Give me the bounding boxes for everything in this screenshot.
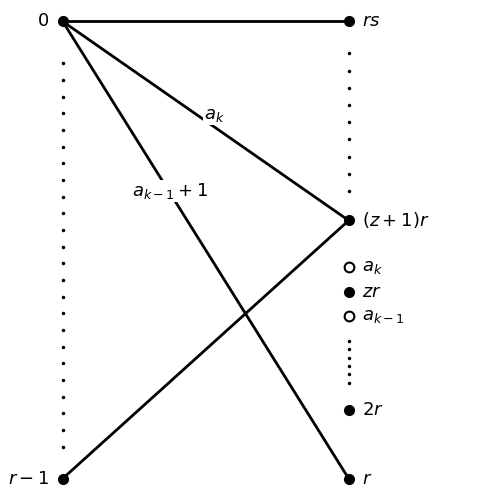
Text: $a_k$: $a_k$ [204, 106, 225, 124]
Text: $zr$: $zr$ [362, 283, 382, 301]
Text: $r$: $r$ [362, 470, 372, 488]
Text: $2r$: $2r$ [362, 401, 384, 419]
Text: $rs$: $rs$ [362, 12, 380, 30]
Text: $0$: $0$ [37, 12, 49, 30]
Text: $r-1$: $r-1$ [8, 470, 49, 488]
Text: $a_{k-1}$: $a_{k-1}$ [362, 308, 405, 326]
Text: $(z+1)r$: $(z+1)r$ [362, 210, 429, 231]
Text: $a_k$: $a_k$ [362, 258, 383, 276]
Text: $a_{k-1}+1$: $a_{k-1}+1$ [132, 181, 208, 201]
